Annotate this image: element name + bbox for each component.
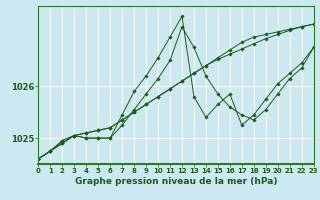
X-axis label: Graphe pression niveau de la mer (hPa): Graphe pression niveau de la mer (hPa) (75, 177, 277, 186)
